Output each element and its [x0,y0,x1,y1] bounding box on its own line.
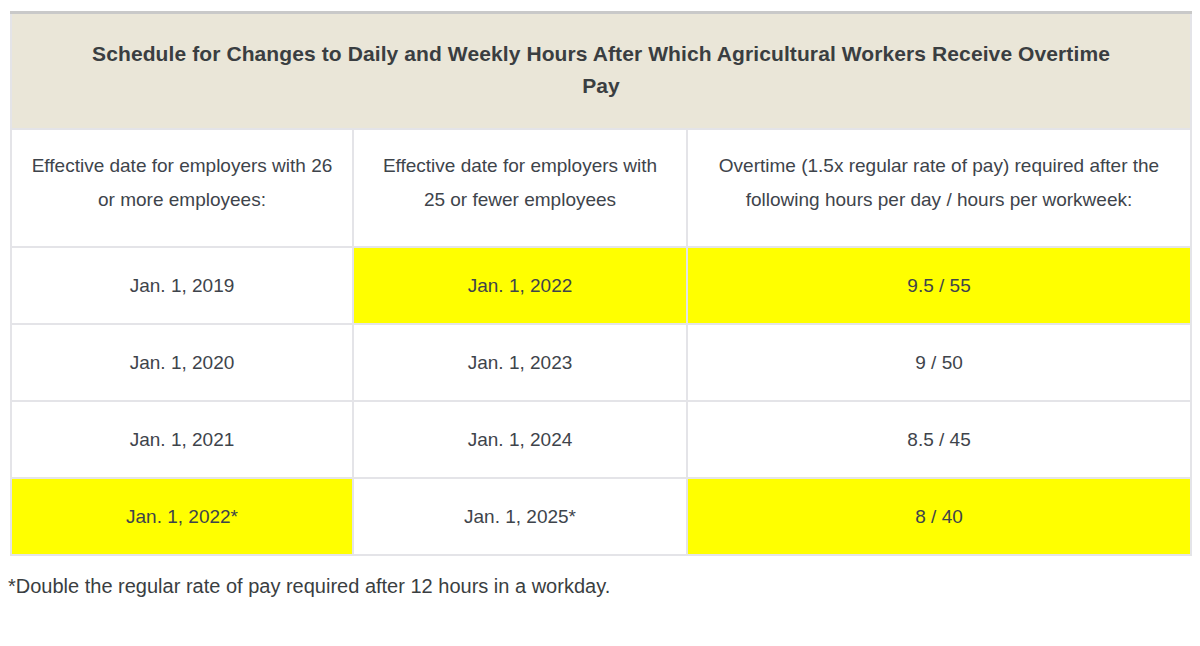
table-cell-date-25fewer: Jan. 1, 2023 [353,324,687,401]
column-header-effective-date-26-plus: Effective date for employers with 26 or … [11,129,353,247]
page: Schedule for Changes to Daily and Weekly… [0,0,1200,599]
table-cell-date-26plus: Jan. 1, 2021 [11,401,353,478]
table-cell-date-26plus: Jan. 1, 2022* [11,478,353,555]
table-cell-date-25fewer: Jan. 1, 2024 [353,401,687,478]
table-title: Schedule for Changes to Daily and Weekly… [11,13,1191,130]
column-header-effective-date-25-fewer: Effective date for employers with 25 or … [353,129,687,247]
double-time-footnote: *Double the regular rate of pay required… [8,573,1190,599]
table-row: Jan. 1, 2021 Jan. 1, 2024 8.5 / 45 [11,401,1191,478]
table-cell-date-26plus: Jan. 1, 2019 [11,247,353,324]
overtime-schedule-table: Schedule for Changes to Daily and Weekly… [10,11,1192,556]
table-row: Jan. 1, 2020 Jan. 1, 2023 9 / 50 [11,324,1191,401]
table-cell-overtime-hours: 8 / 40 [687,478,1191,555]
column-header-overtime-threshold: Overtime (1.5x regular rate of pay) requ… [687,129,1191,247]
table-cell-overtime-hours: 9.5 / 55 [687,247,1191,324]
table-row: Jan. 1, 2019 Jan. 1, 2022 9.5 / 55 [11,247,1191,324]
table-cell-overtime-hours: 8.5 / 45 [687,401,1191,478]
table-title-row: Schedule for Changes to Daily and Weekly… [11,13,1191,130]
table-cell-overtime-hours: 9 / 50 [687,324,1191,401]
table-row: Jan. 1, 2022* Jan. 1, 2025* 8 / 40 [11,478,1191,555]
table-cell-date-26plus: Jan. 1, 2020 [11,324,353,401]
table-header-row: Effective date for employers with 26 or … [11,129,1191,247]
table-cell-date-25fewer: Jan. 1, 2025* [353,478,687,555]
table-cell-date-25fewer: Jan. 1, 2022 [353,247,687,324]
